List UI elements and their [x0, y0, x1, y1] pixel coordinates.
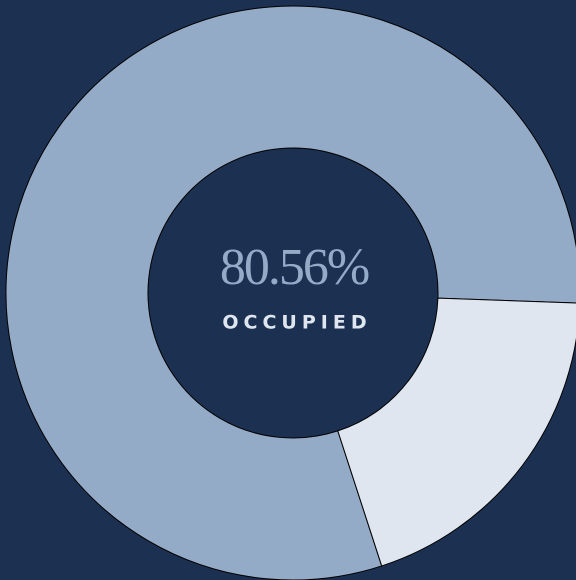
center-label: OCCUPIED [222, 312, 371, 334]
donut-slice [5, 5, 576, 580]
center-value: 80.56% [220, 239, 369, 296]
donut [5, 5, 576, 580]
donut-slice [337, 297, 576, 567]
